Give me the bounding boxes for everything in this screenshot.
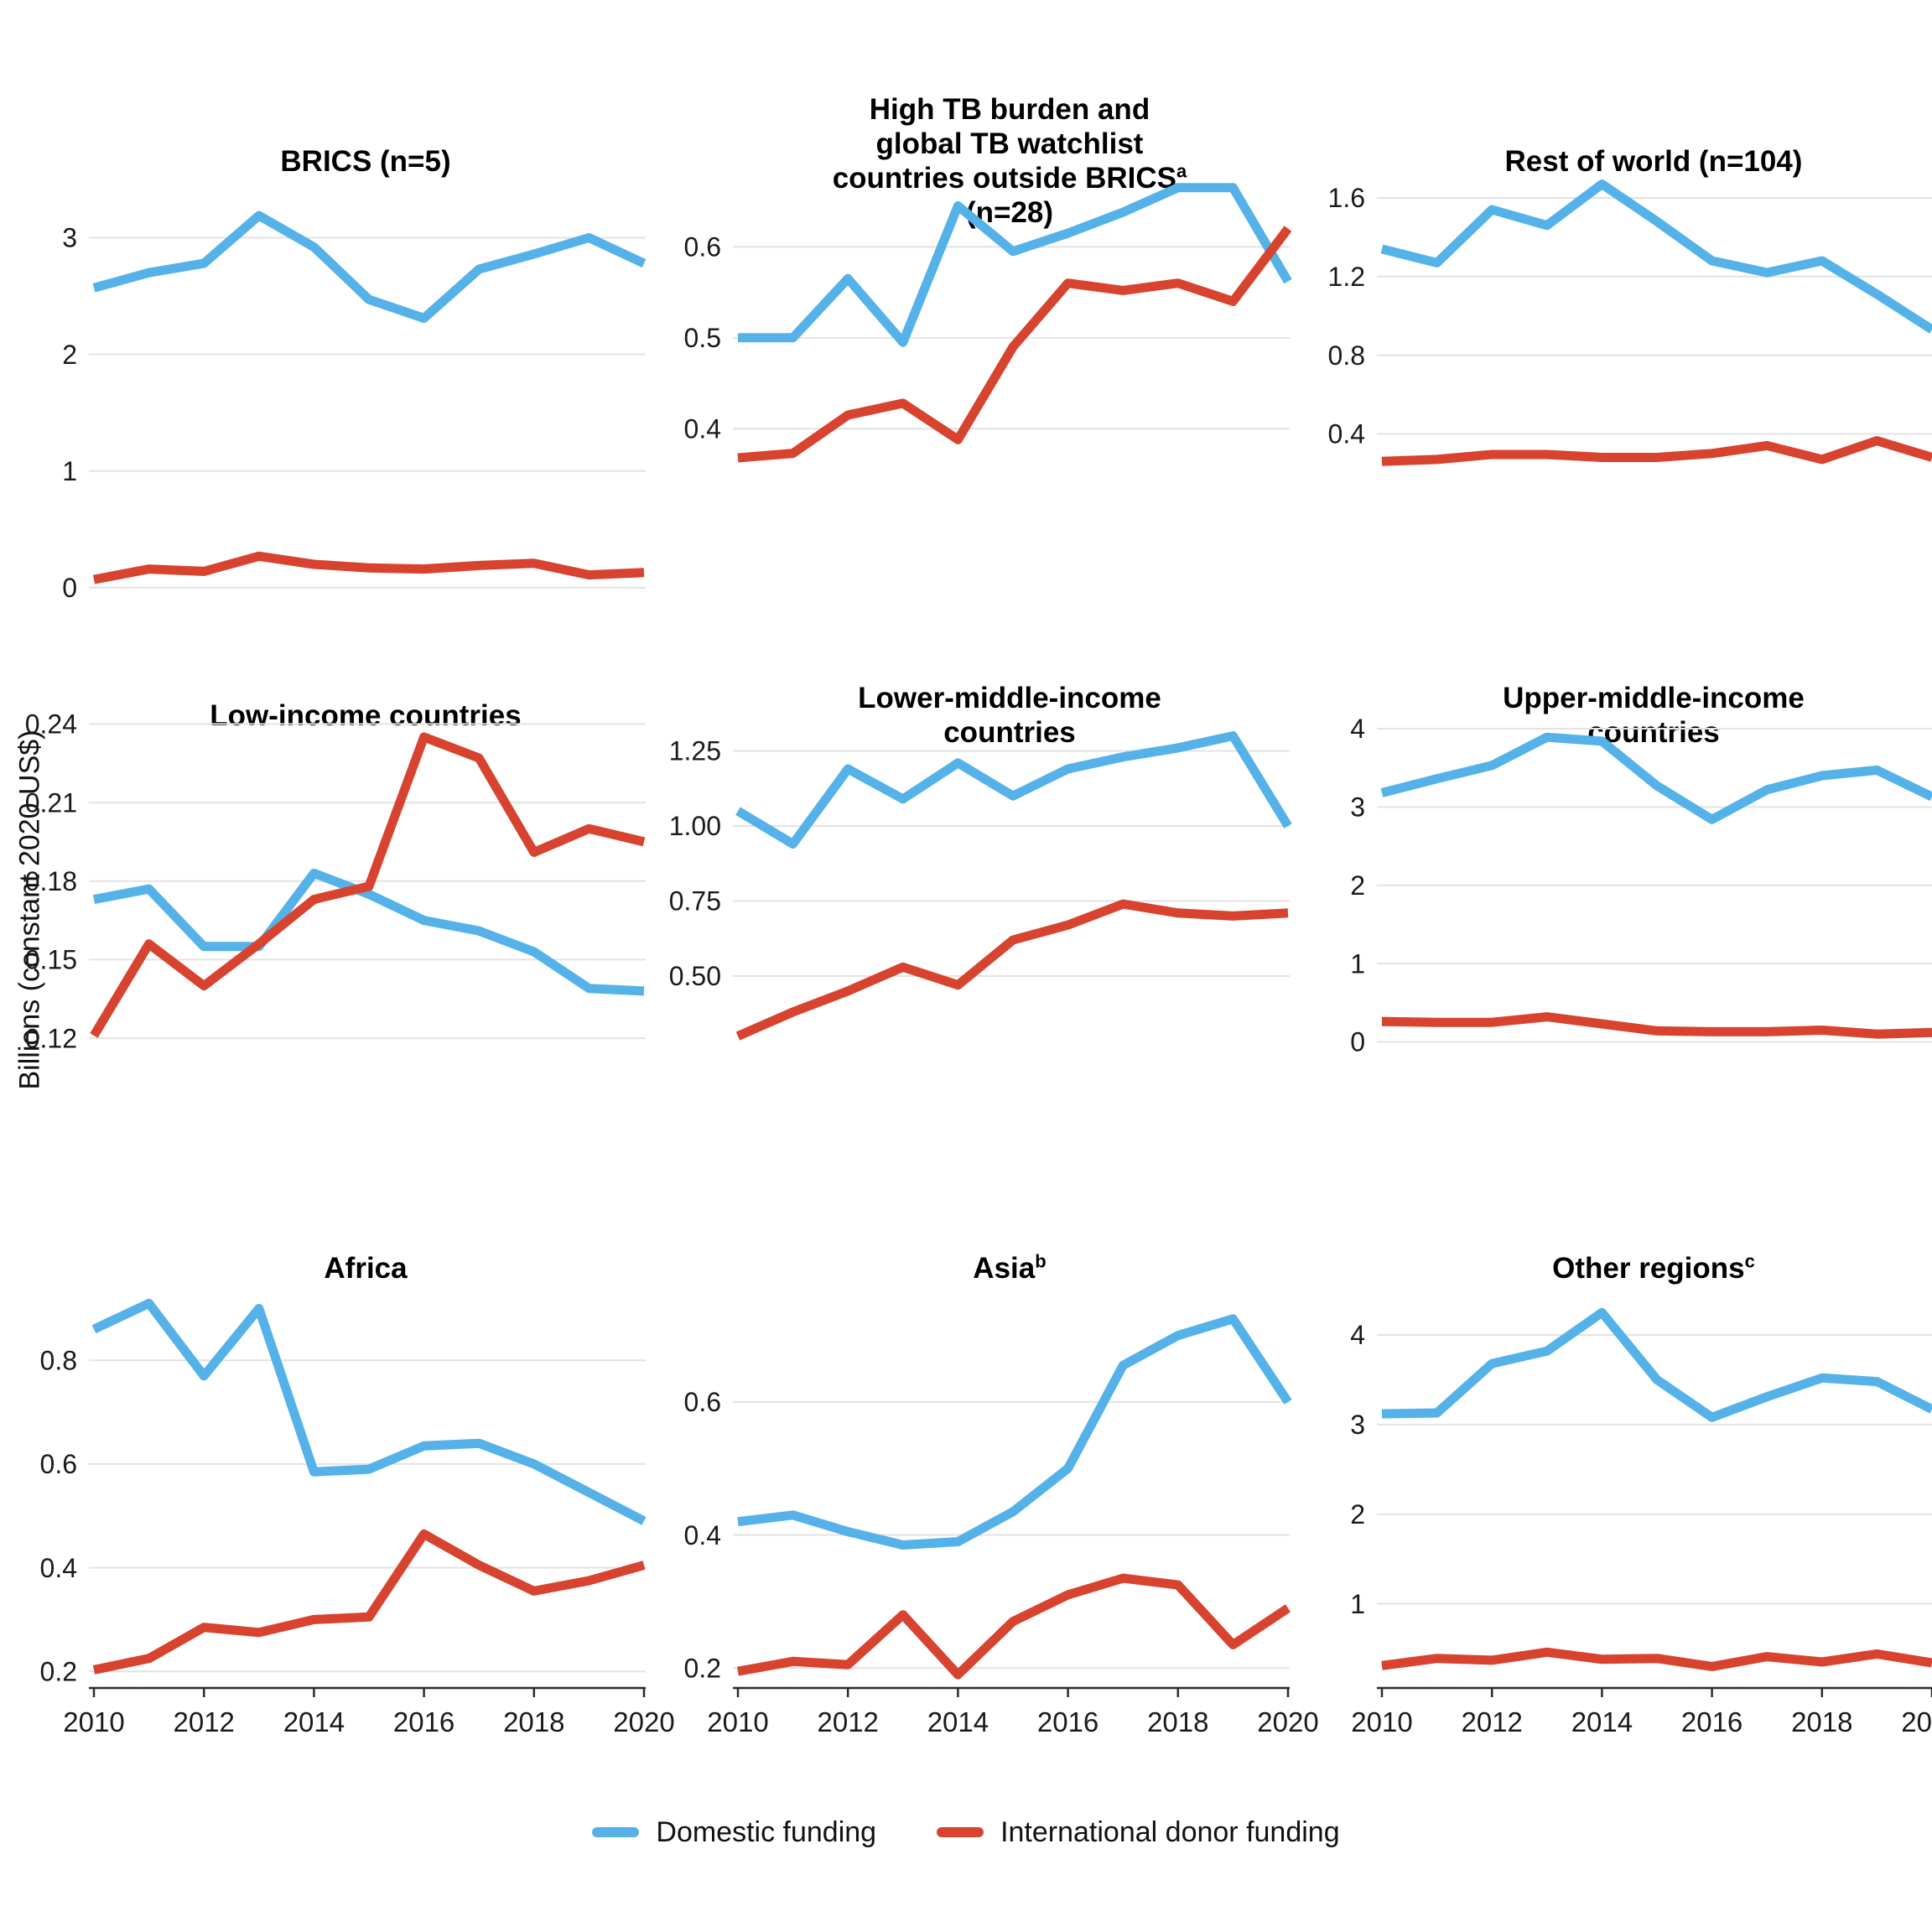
line-chart: 0.4 0.8 1.2 1.6 — [1328, 179, 1932, 466]
svg-text:2: 2 — [62, 340, 77, 370]
svg-text:4: 4 — [1350, 714, 1365, 744]
svg-text:1: 1 — [62, 456, 77, 486]
svg-text:2: 2 — [1350, 870, 1365, 901]
svg-text:2012: 2012 — [817, 1706, 878, 1737]
svg-text:0.15: 0.15 — [25, 945, 77, 975]
svg-text:2018: 2018 — [503, 1706, 564, 1737]
svg-text:2018: 2018 — [1791, 1706, 1852, 1737]
panel-title: High TB burden and global TB watchlist cou… — [832, 93, 1187, 230]
svg-text:4: 4 — [1350, 1320, 1365, 1350]
svg-text:0.12: 0.12 — [25, 1023, 77, 1053]
svg-text:0.6: 0.6 — [40, 1449, 77, 1479]
svg-text:0.4: 0.4 — [40, 1553, 77, 1583]
line-chart: 0.12 0.15 0.18 0.21 0.24 — [25, 709, 646, 1053]
line-chart: 0.2 0.4 0.6 0.8 2010 2012 2014 2016 2018 2020 — [40, 1298, 675, 1737]
panel-upper-middle-income: Upper-middle-income countries 0 1 2 3 4 — [1288, 658, 1932, 1224]
svg-text:0.18: 0.18 — [25, 866, 77, 896]
svg-text:0.4: 0.4 — [684, 1520, 721, 1550]
legend-item-donor: International donor funding — [937, 1816, 1340, 1849]
svg-text:0: 0 — [1350, 1027, 1365, 1057]
panel-title: Low-income countries — [210, 699, 522, 732]
svg-text:2: 2 — [1350, 1499, 1365, 1530]
line-chart: 1 2 3 4 2010 2012 2014 2016 2018 2020 — [1350, 1307, 1932, 1737]
panel-asia: Asiab 0.2 0.4 0.6 2010 2012 2014 2016 2018 2020 — [644, 1224, 1319, 1798]
line-chart: 0.4 0.5 0.6 — [684, 183, 1292, 463]
panel-title: BRICS (n=5) — [280, 144, 451, 178]
panel-africa: Africa 0.2 0.4 0.6 0.8 2010 2012 2014 2016 2018 2… — [0, 1224, 675, 1798]
svg-text:0.4: 0.4 — [1328, 419, 1365, 449]
svg-text:1.6: 1.6 — [1328, 183, 1365, 213]
svg-text:3: 3 — [62, 223, 77, 253]
svg-text:1: 1 — [1350, 948, 1365, 979]
line-chart: 0.2 0.4 0.6 2010 2012 2014 2016 2018 2020 — [684, 1314, 1319, 1737]
legend-item-domestic: Domestic funding — [592, 1816, 876, 1849]
svg-text:2020: 2020 — [1257, 1706, 1318, 1737]
legend: Domestic funding International donor fun… — [0, 1803, 1932, 1862]
svg-text:1.2: 1.2 — [1328, 262, 1365, 292]
panel-title: Other regionsc — [1552, 1249, 1755, 1285]
svg-text:2014: 2014 — [283, 1706, 345, 1737]
legend-label-donor: International donor funding — [1000, 1815, 1340, 1848]
svg-text:0.2: 0.2 — [684, 1653, 721, 1683]
svg-text:0.75: 0.75 — [669, 886, 721, 917]
svg-text:0.24: 0.24 — [25, 709, 77, 740]
svg-text:2016: 2016 — [393, 1706, 454, 1737]
panel-brics: BRICS (n=5) 0 1 2 3 — [0, 0, 647, 658]
svg-text:3: 3 — [1350, 792, 1365, 823]
domestic-funding-swatch-icon — [592, 1827, 640, 1837]
panel-lower-middle-income: Lower-middle-income countries 0.50 0.75 1.0… — [644, 658, 1292, 1224]
svg-text:1.25: 1.25 — [669, 736, 721, 766]
svg-text:2010: 2010 — [707, 1706, 768, 1737]
panel-title: Lower-middle-income countries — [858, 682, 1161, 750]
svg-text:3: 3 — [1350, 1410, 1365, 1440]
svg-text:0.2: 0.2 — [40, 1656, 77, 1686]
svg-text:0.8: 0.8 — [40, 1345, 77, 1375]
panel-low-income: Low-income countries 0.12 0.15 0.18 0.21 0.2… — [0, 658, 646, 1224]
svg-text:0.8: 0.8 — [1328, 340, 1365, 371]
panel-title: Asiab — [973, 1249, 1046, 1285]
svg-text:2010: 2010 — [63, 1706, 124, 1737]
line-chart: 0.50 0.75 1.00 1.25 — [669, 731, 1292, 1041]
panel-title: Upper-middle-income countries — [1503, 682, 1805, 750]
panel-title: Rest of world (n=104) — [1504, 144, 1803, 178]
svg-text:2020: 2020 — [1901, 1706, 1932, 1737]
panel-rest-of-world: Rest of world (n=104) 0.4 0.8 1.2 1.6 — [1288, 0, 1932, 658]
svg-text:2016: 2016 — [1681, 1706, 1742, 1737]
svg-text:1: 1 — [1350, 1589, 1365, 1619]
svg-text:0.5: 0.5 — [684, 323, 721, 353]
svg-text:2016: 2016 — [1037, 1706, 1098, 1737]
svg-text:2018: 2018 — [1147, 1706, 1208, 1737]
svg-text:2014: 2014 — [1571, 1706, 1633, 1737]
legend-label-domestic: Domestic funding — [656, 1815, 877, 1848]
panel-grid: BRICS (n=5) 0 1 2 3 High TB burden and globa… — [0, 0, 1932, 1798]
svg-text:2014: 2014 — [927, 1706, 989, 1737]
line-chart: 0 1 2 3 — [62, 210, 647, 603]
svg-text:2012: 2012 — [173, 1706, 234, 1737]
panel-high-tb-watchlist: High TB burden and global TB watchlist cou… — [644, 0, 1292, 658]
svg-text:0.21: 0.21 — [25, 787, 77, 818]
svg-text:2010: 2010 — [1351, 1706, 1412, 1737]
svg-text:0.6: 0.6 — [684, 1387, 721, 1417]
svg-text:0.6: 0.6 — [684, 232, 721, 262]
panel-title: Africa — [324, 1251, 408, 1285]
svg-text:0: 0 — [62, 573, 77, 603]
line-chart: 0 1 2 3 4 — [1350, 714, 1932, 1057]
panel-other-regions: Other regionsc 1 2 3 4 2010 2012 2014 2016 2018 2… — [1288, 1224, 1932, 1798]
svg-text:2012: 2012 — [1461, 1706, 1522, 1737]
svg-text:1.00: 1.00 — [669, 811, 721, 841]
svg-text:0.4: 0.4 — [684, 414, 721, 444]
donor-funding-swatch-icon — [937, 1827, 984, 1837]
svg-text:2020: 2020 — [613, 1706, 674, 1737]
svg-text:0.50: 0.50 — [669, 961, 721, 991]
